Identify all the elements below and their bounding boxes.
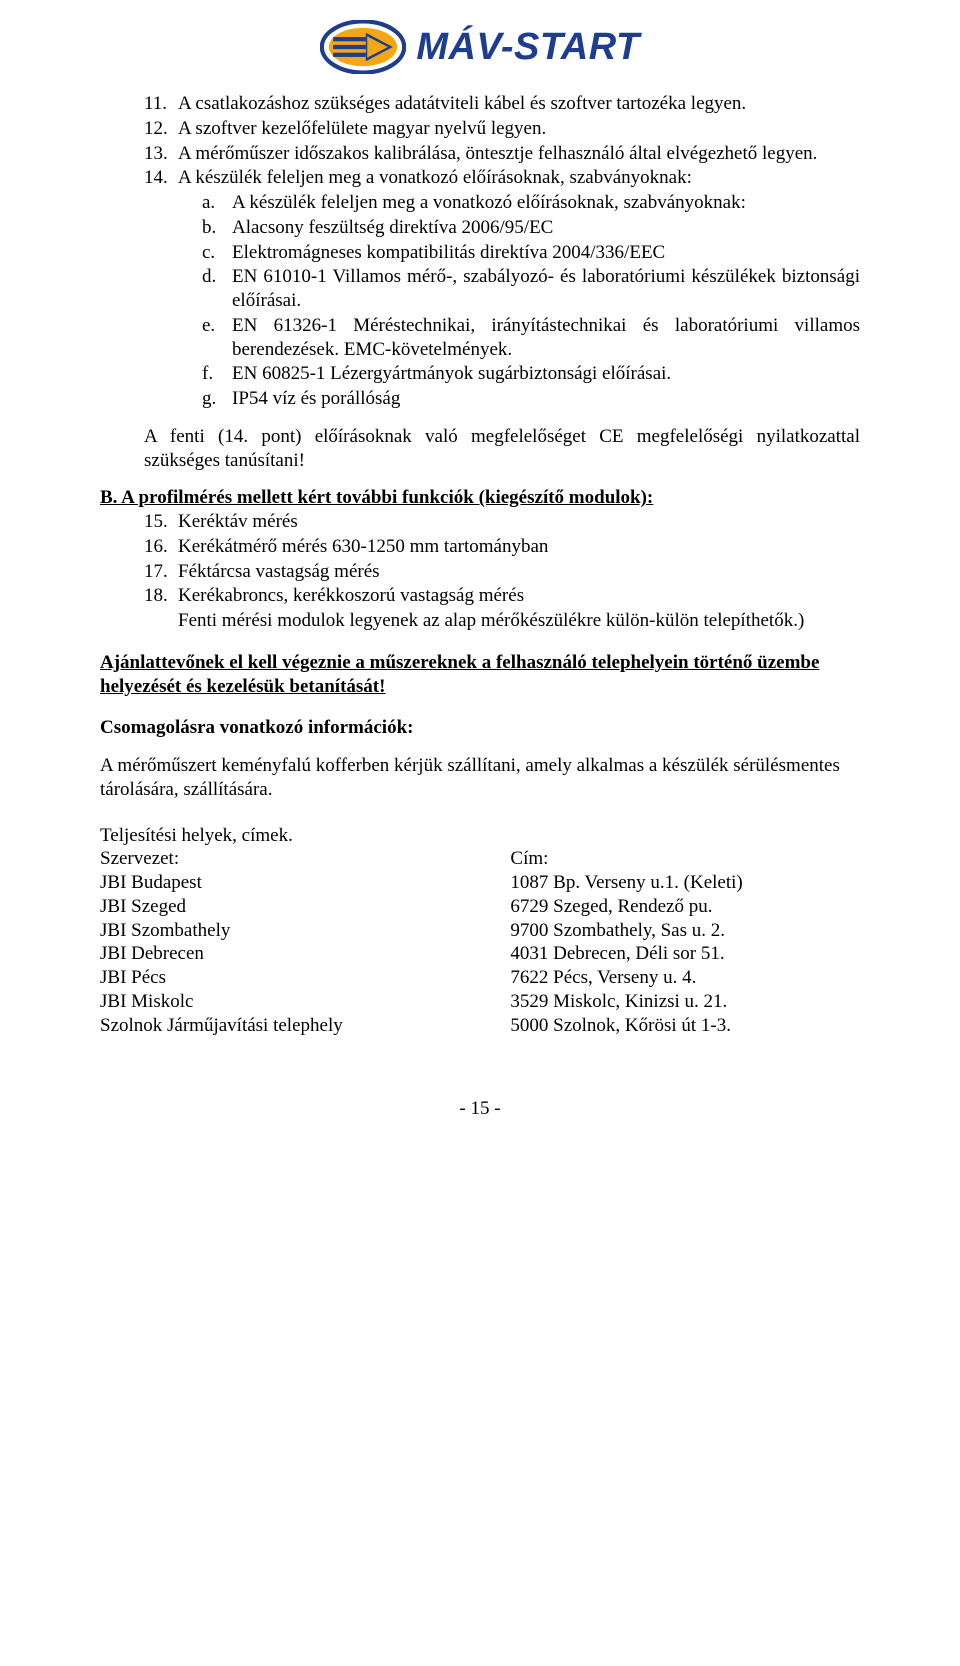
list-item: e. EN 61326-1 Méréstechnikai, irányítást… — [202, 314, 860, 362]
section-b-heading: B. A profilmérés mellett kért további fu… — [100, 486, 860, 510]
item-text: A készülék feleljen meg a vonatkozó előí… — [232, 191, 860, 215]
list-item: g. IP54 víz és porállóság — [202, 387, 860, 411]
item-number: a. — [202, 191, 232, 215]
item-number: 11. — [144, 92, 178, 116]
training-text: Ajánlattevőnek el kell végeznie a műszer… — [100, 652, 819, 697]
table-row: JBI Szeged — [100, 895, 510, 919]
list-item: 12. A szoftver kezelőfelülete magyar nye… — [144, 117, 860, 141]
section-b-heading-text: B. A profilmérés mellett kért további fu… — [100, 487, 653, 508]
logo-text: MÁV-START — [416, 26, 639, 69]
item-number: 12. — [144, 117, 178, 141]
item-text: Féktárcsa vastagság mérés — [178, 560, 860, 584]
item-text: A mérőműszer időszakos kalibrálása, önte… — [178, 142, 860, 166]
item-number: 18. — [144, 584, 178, 608]
table-row: 1087 Bp. Verseny u.1. (Keleti) — [510, 871, 860, 895]
item-number: 13. — [144, 142, 178, 166]
table-row: 3529 Miskolc, Kinizsi u. 21. — [510, 990, 860, 1014]
logo-header: MÁV-START — [100, 20, 860, 74]
table-row: 6729 Szeged, Rendező pu. — [510, 895, 860, 919]
training-paragraph: Ajánlattevőnek el kell végeznie a műszer… — [100, 651, 860, 699]
list-item: 18. Kerékabroncs, kerékkoszorú vastagság… — [144, 584, 860, 608]
table-row: Szolnok Járműjavítási telephely — [100, 1014, 510, 1038]
table-row: 5000 Szolnok, Kőrösi út 1-3. — [510, 1014, 860, 1038]
page-number: - 15 - — [100, 1097, 860, 1121]
item-number: 17. — [144, 560, 178, 584]
document-page: MÁV-START 11. A csatlakozáshoz szükséges… — [0, 0, 960, 1161]
item-number: f. — [202, 362, 232, 386]
mav-start-logo-icon — [320, 20, 406, 74]
item-number: e. — [202, 314, 232, 362]
packaging-text: A mérőműszert keményfalú kofferben kérjü… — [100, 754, 860, 802]
list-item: f. EN 60825-1 Lézergyártmányok sugárbizt… — [202, 362, 860, 386]
locations-table: Szervezet: JBI Budapest JBI Szeged JBI S… — [100, 847, 860, 1037]
column-header: Szervezet: — [100, 847, 510, 871]
item-text: EN 60825-1 Lézergyártmányok sugárbiztons… — [232, 362, 860, 386]
table-row: 9700 Szombathely, Sas u. 2. — [510, 919, 860, 943]
item-text: IP54 víz és porállóság — [232, 387, 860, 411]
item-number: 15. — [144, 510, 178, 534]
list-item: 16. Kerékátmérő mérés 630-1250 mm tartom… — [144, 535, 860, 559]
item-number — [144, 609, 178, 633]
item-text: Kerékabroncs, kerékkoszorú vastagság mér… — [178, 584, 860, 608]
list-item: 15. Keréktáv mérés — [144, 510, 860, 534]
item-text: Kerékátmérő mérés 630-1250 mm tartományb… — [178, 535, 860, 559]
addr-column: Cím: 1087 Bp. Verseny u.1. (Keleti) 6729… — [510, 847, 860, 1037]
org-column: Szervezet: JBI Budapest JBI Szeged JBI S… — [100, 847, 510, 1037]
list-item: 14. A készülék feleljen meg a vonatkozó … — [144, 166, 860, 190]
list-item: c. Elektromágneses kompatibilitás direkt… — [202, 241, 860, 265]
list-item: d. EN 61010-1 Villamos mérő-, szabályozó… — [202, 265, 860, 313]
packaging-heading: Csomagolásra vonatkozó információk: — [100, 716, 860, 740]
column-header: Cím: — [510, 847, 860, 871]
requirements-list: 11. A csatlakozáshoz szükséges adatátvit… — [144, 92, 860, 190]
list-item: 11. A csatlakozáshoz szükséges adatátvit… — [144, 92, 860, 116]
certification-note: A fenti (14. pont) előírásoknak való meg… — [144, 425, 860, 473]
document-body: 11. A csatlakozáshoz szükséges adatátvit… — [100, 92, 860, 1121]
list-item: a. A készülék feleljen meg a vonatkozó e… — [202, 191, 860, 215]
item-text: Keréktáv mérés — [178, 510, 860, 534]
requirements-sublist: a. A készülék feleljen meg a vonatkozó e… — [202, 191, 860, 411]
locations-heading: Teljesítési helyek, címek. — [100, 824, 860, 848]
table-row: JBI Pécs — [100, 966, 510, 990]
table-row: JBI Szombathely — [100, 919, 510, 943]
item-number: 14. — [144, 166, 178, 190]
list-item: Fenti mérési modulok legyenek az alap mé… — [144, 609, 860, 633]
item-number: 16. — [144, 535, 178, 559]
item-text: EN 61010-1 Villamos mérő-, szabályozó- é… — [232, 265, 860, 313]
table-row: JBI Debrecen — [100, 942, 510, 966]
table-row: 7622 Pécs, Verseny u. 4. — [510, 966, 860, 990]
item-text: Alacsony feszültség direktíva 2006/95/EC — [232, 216, 860, 240]
table-row: JBI Miskolc — [100, 990, 510, 1014]
item-text: A készülék feleljen meg a vonatkozó előí… — [178, 166, 860, 190]
item-text: Elektromágneses kompatibilitás direktíva… — [232, 241, 860, 265]
item-text: A csatlakozáshoz szükséges adatátviteli … — [178, 92, 860, 116]
item-text: Fenti mérési modulok legyenek az alap mé… — [178, 609, 860, 633]
item-text: A szoftver kezelőfelülete magyar nyelvű … — [178, 117, 860, 141]
section-b-list: 15. Keréktáv mérés 16. Kerékátmérő mérés… — [144, 510, 860, 633]
table-row: 4031 Debrecen, Déli sor 51. — [510, 942, 860, 966]
item-number: b. — [202, 216, 232, 240]
item-text: EN 61326-1 Méréstechnikai, irányítástech… — [232, 314, 860, 362]
list-item: 13. A mérőműszer időszakos kalibrálása, … — [144, 142, 860, 166]
item-number: g. — [202, 387, 232, 411]
item-number: d. — [202, 265, 232, 313]
list-item: b. Alacsony feszültség direktíva 2006/95… — [202, 216, 860, 240]
item-number: c. — [202, 241, 232, 265]
list-item: 17. Féktárcsa vastagság mérés — [144, 560, 860, 584]
table-row: JBI Budapest — [100, 871, 510, 895]
